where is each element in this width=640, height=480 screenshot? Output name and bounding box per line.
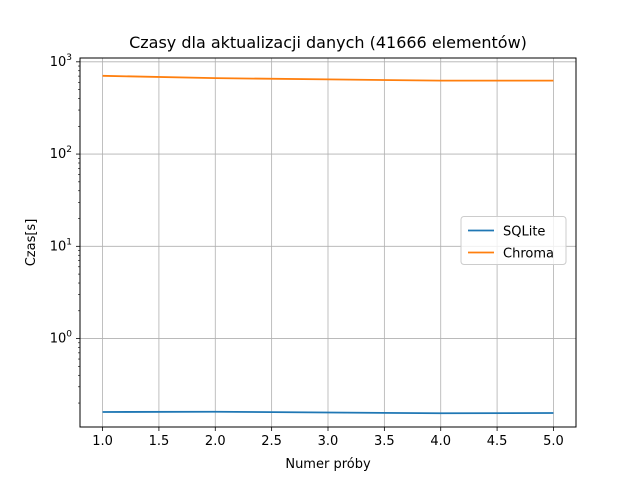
y-tick-base: 10: [50, 332, 67, 347]
x-tick-label: 3.0: [318, 434, 339, 449]
series-line-sqlite: [102, 410, 554, 415]
x-tick-label: 1.0: [92, 434, 113, 449]
y-tick-base: 10: [50, 239, 67, 254]
y-tick-exponent: 3: [66, 53, 72, 63]
x-tick-label: 4.0: [430, 434, 451, 449]
x-tick-label: 3.5: [374, 434, 395, 449]
x-tick-label: 2.5: [261, 434, 282, 449]
legend: SQLite Chroma: [460, 216, 567, 265]
y-tick-exponent: 2: [66, 145, 72, 155]
series-line-chroma: [102, 74, 554, 82]
y-tick-label: 100: [50, 330, 73, 347]
y-tick-exponent: 1: [66, 237, 72, 247]
chart-title: Czasy dla aktualizacji danych (41666 ele…: [129, 33, 527, 52]
legend-label: Chroma: [503, 247, 554, 262]
y-tick-base: 10: [50, 55, 67, 70]
x-tick-label: 5.0: [543, 434, 564, 449]
y-axis-title: Czas[s]: [24, 219, 39, 267]
x-tick-label: 1.5: [149, 434, 170, 449]
x-axis-ticks: 1.0 1.5 2.0 2.5 3.0 3.5 4.0 4.5 5.0: [92, 427, 564, 449]
x-tick-label: 2.0: [205, 434, 226, 449]
y-tick-label: 102: [50, 145, 72, 162]
series-layer: [102, 74, 554, 415]
y-tick-label: 103: [50, 53, 72, 70]
y-tick-exponent: 0: [66, 330, 72, 340]
x-axis-title: Numer próby: [285, 457, 371, 472]
legend-label: SQLite: [503, 225, 545, 240]
x-tick-label: 4.5: [487, 434, 508, 449]
y-tick-label: 101: [50, 237, 72, 254]
grid-layer: [80, 58, 576, 427]
y-tick-base: 10: [50, 147, 67, 162]
